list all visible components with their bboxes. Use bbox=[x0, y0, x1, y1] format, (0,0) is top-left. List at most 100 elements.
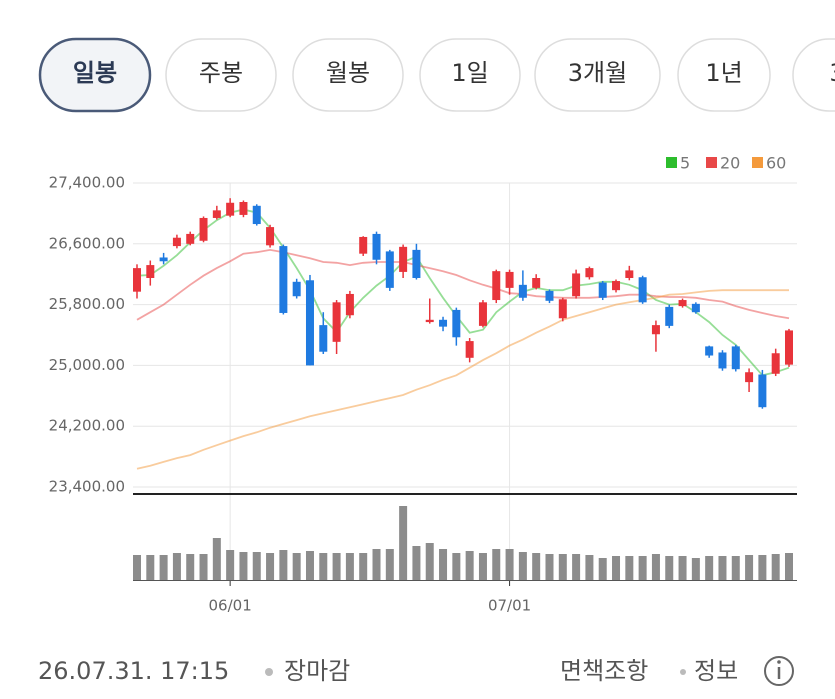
tab[interactable] bbox=[165, 38, 277, 112]
candle-body bbox=[492, 271, 501, 301]
candle-body bbox=[505, 271, 514, 288]
volume-bar bbox=[319, 553, 328, 580]
volume-bar bbox=[572, 554, 581, 580]
candle-body bbox=[199, 217, 208, 241]
candle-body bbox=[518, 284, 527, 298]
volume-bar bbox=[705, 556, 714, 580]
volume-bar bbox=[186, 554, 195, 580]
volume-bar bbox=[492, 549, 501, 580]
tab-label[interactable]: 3년 bbox=[829, 59, 835, 87]
candle-body bbox=[292, 281, 301, 297]
candle-body bbox=[705, 346, 714, 356]
candle-body bbox=[585, 268, 594, 278]
candle-body bbox=[345, 293, 354, 316]
candle-body bbox=[186, 233, 195, 244]
candle-body bbox=[439, 319, 448, 327]
volume-bar bbox=[745, 555, 754, 580]
tab-label[interactable]: 월봉 bbox=[326, 59, 370, 87]
tab-label[interactable]: 주봉 bbox=[199, 59, 243, 87]
volume-bar bbox=[279, 550, 288, 580]
candle-body bbox=[598, 282, 607, 298]
tab-label[interactable]: 일봉 bbox=[73, 59, 117, 87]
separator-dot bbox=[265, 668, 273, 676]
info-link[interactable]: 정보 bbox=[694, 657, 738, 685]
volume-bar bbox=[532, 553, 541, 580]
disclaimer-link[interactable]: 면책조항 bbox=[560, 657, 648, 685]
volume-bar bbox=[758, 555, 767, 580]
timestamp: 26.07.31. 17:15 bbox=[38, 657, 229, 685]
volume-bar bbox=[638, 556, 647, 580]
candle-body bbox=[305, 280, 314, 366]
tab-label[interactable]: 1일 bbox=[451, 59, 488, 87]
candle-body bbox=[146, 265, 155, 278]
volume-bar bbox=[425, 543, 434, 580]
y-tick-label: 25,000.00 bbox=[49, 356, 125, 374]
volume-bar bbox=[585, 555, 594, 580]
candle-body bbox=[532, 278, 541, 288]
volume-bar bbox=[359, 553, 368, 580]
candle-body bbox=[266, 227, 275, 246]
candle-body bbox=[745, 372, 754, 383]
volume-bar bbox=[518, 552, 527, 580]
candle-body bbox=[212, 210, 221, 218]
candle-body bbox=[425, 319, 434, 323]
legend-swatch bbox=[666, 157, 677, 168]
y-tick-label: 24,200.00 bbox=[49, 417, 125, 435]
info-icon[interactable] bbox=[764, 656, 794, 686]
volume-bar bbox=[146, 555, 155, 580]
tab[interactable] bbox=[677, 38, 771, 112]
chart: 23,400.00 24,200.00 25,000.00 25,800.00 26,6… bbox=[49, 154, 797, 615]
volume-bar bbox=[345, 553, 354, 580]
footer: 26.07.31. 17:15 장마감 면책조항 정보 bbox=[38, 656, 794, 686]
tab-bar: 일봉 주봉 월봉 1일 3개월 1년 3년 bbox=[38, 37, 835, 113]
candle-body bbox=[638, 277, 647, 303]
tab-selected[interactable] bbox=[38, 37, 152, 113]
candle-body bbox=[478, 302, 487, 326]
legend-label: 20 bbox=[720, 154, 740, 173]
volume-bar bbox=[452, 553, 461, 580]
volume-bar bbox=[505, 549, 514, 580]
info-icon-dot bbox=[777, 660, 781, 664]
tab-label[interactable]: 3개월 bbox=[568, 59, 627, 87]
volume-bar bbox=[239, 552, 248, 580]
legend-label: 5 bbox=[680, 154, 690, 173]
candle-body bbox=[359, 236, 368, 254]
candle-body bbox=[159, 257, 168, 262]
tab-label[interactable]: 1년 bbox=[705, 59, 742, 87]
candle-body bbox=[239, 202, 248, 215]
candle-body bbox=[651, 325, 660, 335]
volume-bar bbox=[172, 553, 181, 580]
candle-body bbox=[385, 251, 394, 288]
candle-body bbox=[758, 374, 767, 408]
volume-bar bbox=[478, 553, 487, 580]
tab[interactable] bbox=[292, 38, 404, 112]
tab[interactable] bbox=[534, 38, 661, 112]
volume-bar bbox=[292, 553, 301, 580]
volume-bar bbox=[718, 556, 727, 580]
market-status: 장마감 bbox=[284, 657, 350, 685]
candle-body bbox=[678, 300, 687, 307]
candle-body bbox=[226, 202, 235, 216]
candle-body bbox=[332, 302, 341, 342]
volume-bar bbox=[266, 553, 275, 580]
volume-bar bbox=[226, 550, 235, 580]
candle-body bbox=[252, 205, 261, 225]
candle-body bbox=[452, 309, 461, 338]
y-tick-label: 26,600.00 bbox=[49, 234, 125, 252]
legend-label: 60 bbox=[766, 154, 786, 173]
candle-body bbox=[545, 290, 554, 301]
candle-body bbox=[718, 352, 727, 369]
tab[interactable] bbox=[419, 38, 521, 112]
candle-body bbox=[133, 268, 141, 292]
volume-bar bbox=[651, 554, 660, 580]
volume-bar bbox=[678, 556, 687, 580]
legend-swatch bbox=[706, 157, 717, 168]
x-tick-label: 06/01 bbox=[209, 597, 252, 615]
y-tick-label: 25,800.00 bbox=[49, 295, 125, 313]
volume-bar bbox=[252, 552, 261, 580]
volume-bar bbox=[412, 546, 421, 580]
tab[interactable] bbox=[792, 38, 835, 112]
candle-body bbox=[412, 249, 421, 278]
volume-bar bbox=[545, 554, 554, 580]
